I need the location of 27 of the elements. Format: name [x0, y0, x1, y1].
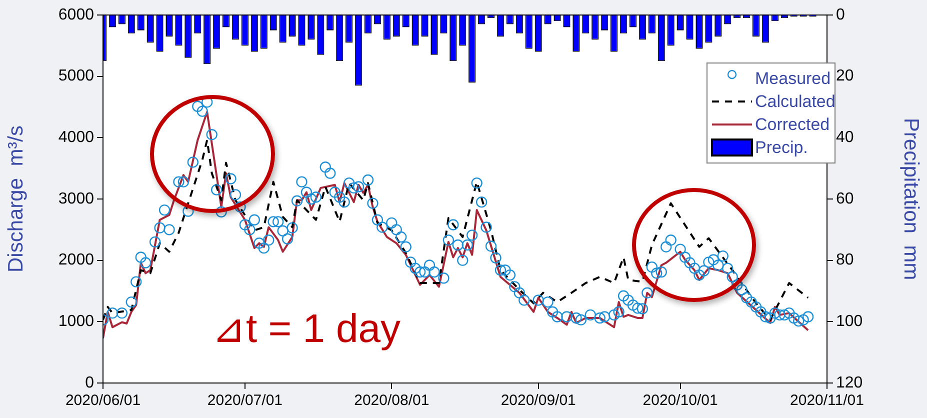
x-tick-label: 2020/09/01: [500, 392, 576, 410]
y2-tick-label: 0: [836, 6, 845, 24]
legend-label: Corrected: [755, 115, 830, 134]
y2-tick-label: 60: [836, 190, 854, 208]
y-tick-label: 6000: [58, 6, 94, 24]
y-tick-label: 0: [85, 374, 94, 392]
y2-axis-title: Precipitation mm: [900, 118, 923, 280]
legend-label: Measured: [755, 69, 831, 88]
y2-tick-label: 120: [836, 374, 863, 392]
y-axis-title: Discharge m³/s: [4, 125, 28, 273]
y-tick-label: 2000: [58, 252, 94, 269]
x-tick-label: 2020/10/01: [642, 392, 718, 410]
x-tick-label: 2020/11/01: [790, 392, 864, 410]
annotation: ⊿t = 1 day: [212, 306, 401, 352]
y-tick-label: 5000: [58, 68, 94, 85]
y-tick-label: 1000: [58, 313, 94, 330]
y2-tick-label: 40: [836, 129, 854, 146]
legend-label: Precip.: [755, 138, 808, 158]
x-tick-label: 2020/08/01: [354, 392, 430, 410]
y2-tick-label: 80: [836, 252, 854, 269]
y-tick-label: 3000: [58, 190, 94, 208]
x-tick-label: 2020/07/01: [207, 392, 282, 410]
x-tick-label: 2020/06/01: [65, 392, 141, 410]
y2-tick-label: 100: [836, 313, 863, 330]
legend-label: Calculated: [755, 92, 836, 112]
y2-tick-label: 20: [836, 68, 854, 85]
y-tick-label: 4000: [58, 129, 94, 146]
